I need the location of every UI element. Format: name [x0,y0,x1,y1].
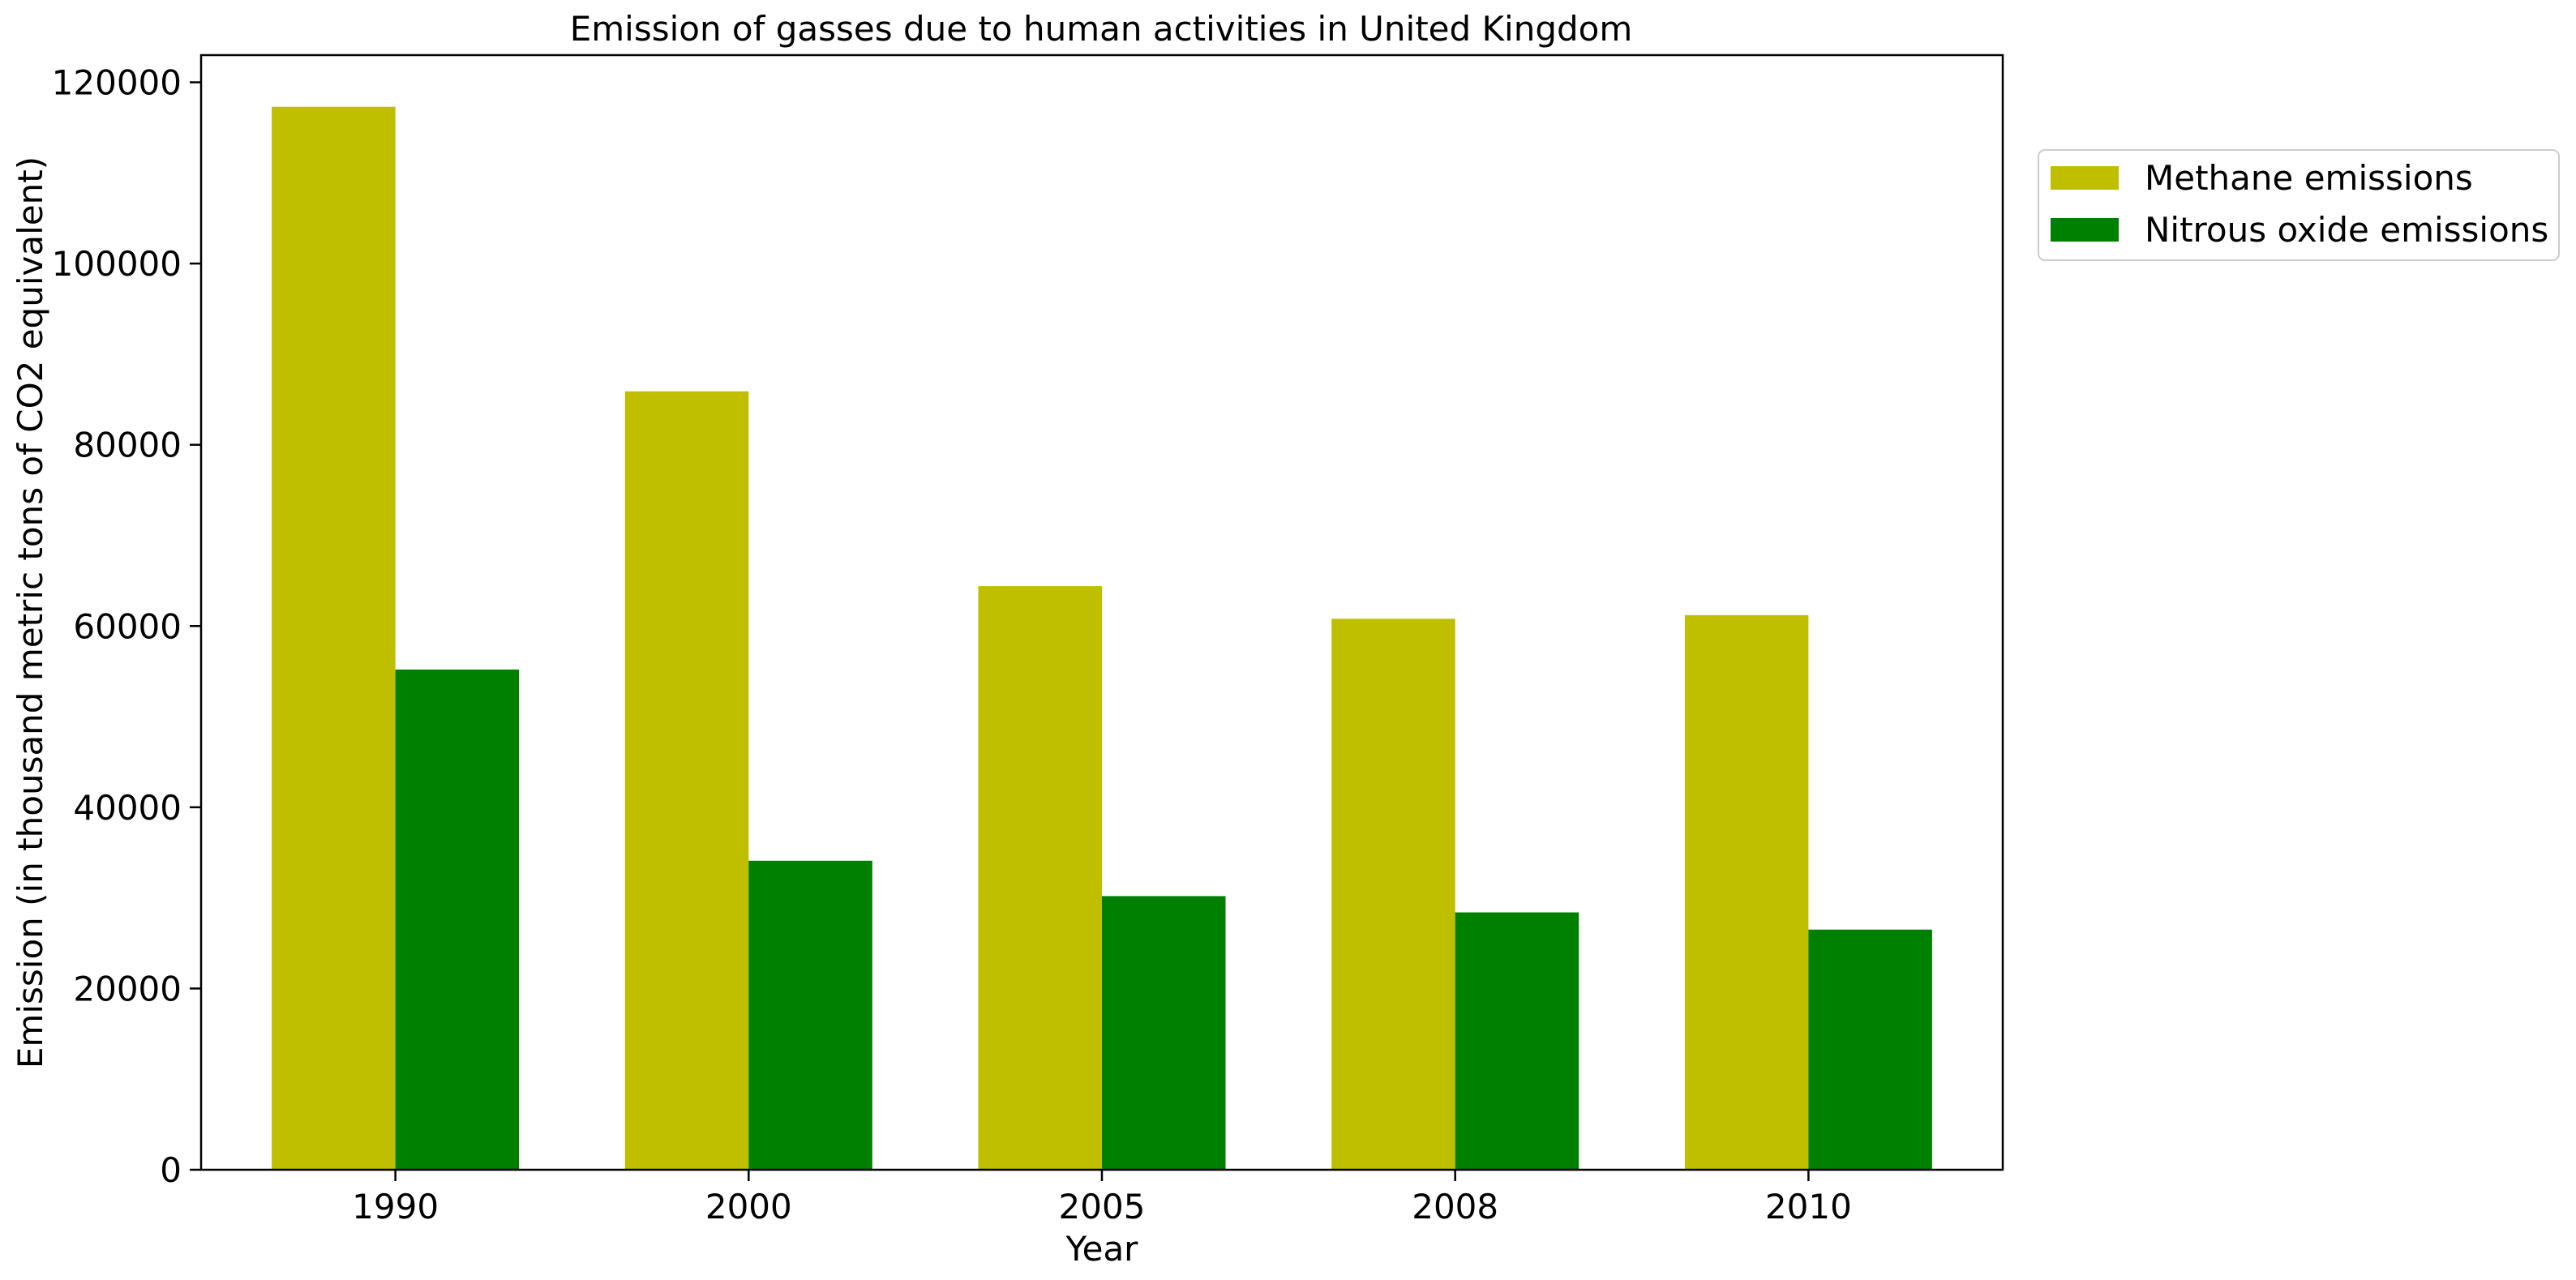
legend-label: Nitrous oxide emissions [2145,210,2548,250]
y-tick-label: 0 [160,1150,182,1190]
plot-area [272,106,1932,1171]
legend-swatch [2051,166,2119,190]
bar-nitrous-oxide-2005 [1102,896,1226,1170]
x-tick-label: 2005 [1059,1187,1146,1226]
chart-title: Emission of gasses due to human activiti… [570,9,1633,49]
legend-box [2038,149,2560,261]
y-tick-label: 100000 [52,244,182,284]
legend-label: Methane emissions [2145,158,2473,198]
x-axis-title: Year [1065,1229,1139,1269]
y-tick-label: 40000 [73,788,182,828]
bar-methane-1990 [272,106,396,1171]
bar-nitrous-oxide-2010 [1808,929,1932,1170]
bar-nitrous-oxide-2000 [748,860,872,1170]
x-tick-label: 1990 [352,1187,439,1226]
x-tick-label: 2000 [705,1187,792,1226]
bar-methane-2010 [1684,614,1809,1170]
y-axis-title: Emission (in thousand metric tons of CO2… [11,156,50,1068]
y-tick-label: 120000 [52,63,182,103]
y-tick-label: 20000 [73,969,182,1008]
bar-methane-2008 [1331,619,1455,1170]
y-axis: 0 20000 40000 60000 80000 100000 120000 [52,63,201,1190]
x-axis: 1990 2000 2005 2008 2010 [352,1170,1852,1226]
bar-nitrous-oxide-2008 [1455,912,1579,1170]
bar-nitrous-oxide-1990 [395,669,520,1170]
y-tick-label: 80000 [73,426,182,465]
x-tick-label: 2010 [1765,1187,1852,1226]
bar-methane-2005 [978,586,1102,1170]
x-tick-label: 2008 [1412,1187,1498,1226]
legend-swatch [2051,218,2119,242]
y-tick-label: 60000 [73,606,182,646]
legend: Methane emissions Nitrous oxide emissions [2038,149,2560,261]
bar-methane-2000 [624,391,749,1170]
